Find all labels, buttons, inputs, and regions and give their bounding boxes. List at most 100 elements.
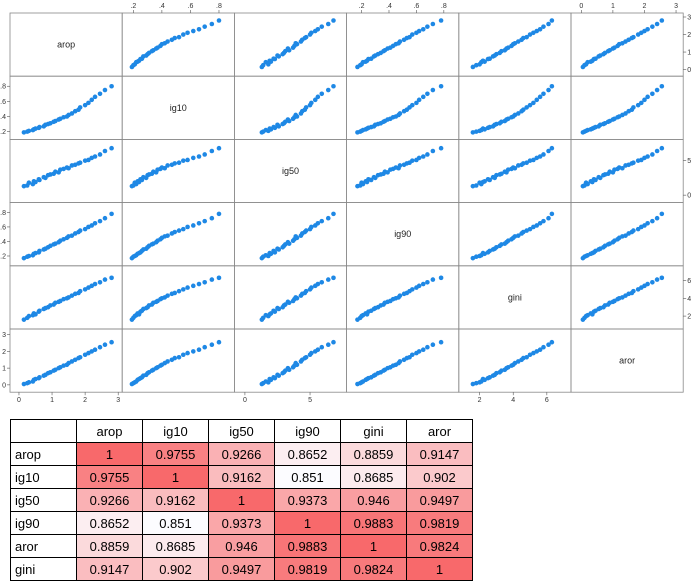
corr-cell: 0.8859 xyxy=(76,534,143,558)
panel xyxy=(570,12,684,77)
point xyxy=(309,100,314,106)
point xyxy=(425,24,430,29)
point xyxy=(275,305,280,311)
point xyxy=(409,32,415,37)
corr-cell: 0.8685 xyxy=(142,534,209,558)
point xyxy=(102,148,108,154)
point xyxy=(659,275,665,281)
point xyxy=(26,313,32,319)
point xyxy=(185,350,190,356)
point xyxy=(546,21,551,27)
y-tick-label: 1 xyxy=(2,366,6,373)
point xyxy=(331,83,336,89)
point xyxy=(397,39,403,44)
corr-cell: 1 xyxy=(208,488,275,512)
point xyxy=(409,352,415,358)
point xyxy=(541,91,546,97)
point xyxy=(416,155,422,161)
variable-label: arop xyxy=(57,40,75,50)
point xyxy=(165,163,170,168)
y-tick-label: 6 xyxy=(687,278,691,285)
point xyxy=(420,347,426,353)
point xyxy=(515,111,521,116)
corr-cell: 0.9755 xyxy=(76,465,143,489)
point xyxy=(319,24,325,29)
point xyxy=(397,293,403,298)
x-tick-label: 1 xyxy=(50,397,54,404)
point xyxy=(425,344,430,350)
corr-cell: 0.9147 xyxy=(76,557,143,581)
point xyxy=(172,290,178,296)
point xyxy=(480,58,486,64)
y-tick-label: 0 xyxy=(2,382,6,389)
point xyxy=(631,105,636,110)
point xyxy=(487,56,492,62)
point xyxy=(202,218,208,224)
point xyxy=(593,177,598,183)
point xyxy=(650,279,655,285)
point xyxy=(409,102,415,108)
corr-cell: 0.902 xyxy=(142,557,209,581)
point xyxy=(196,281,202,287)
point xyxy=(420,154,426,159)
point xyxy=(645,281,650,287)
point xyxy=(430,21,436,27)
point xyxy=(82,226,88,232)
point xyxy=(176,354,182,360)
point xyxy=(180,32,186,37)
corr-cell: 0.9147 xyxy=(406,442,473,466)
corr-cell: 0.9819 xyxy=(274,557,341,581)
point xyxy=(639,100,644,106)
point xyxy=(531,100,536,106)
point xyxy=(546,87,551,93)
point xyxy=(409,158,415,163)
point xyxy=(631,288,636,294)
point xyxy=(319,91,325,97)
point xyxy=(165,359,170,364)
column-header: aror xyxy=(406,419,473,443)
point xyxy=(524,354,529,360)
point xyxy=(37,375,42,380)
point xyxy=(260,62,266,68)
point xyxy=(331,211,336,217)
point xyxy=(66,165,71,171)
point xyxy=(26,180,32,186)
point xyxy=(102,215,108,221)
corr-cell: 1 xyxy=(274,511,341,535)
correlation-table: arop ig10 ig50 ig90 gini aror arop 1 0.9755 0.926… xyxy=(10,419,473,581)
point xyxy=(176,288,182,294)
corr-cell: 0.9162 xyxy=(208,465,275,489)
y-tick-label: 2 xyxy=(687,32,691,39)
point xyxy=(438,18,444,23)
point xyxy=(102,277,108,282)
point xyxy=(416,283,422,289)
corr-cell: 0.9373 xyxy=(274,488,341,512)
point xyxy=(293,295,299,300)
x-tick-label: .4 xyxy=(159,3,165,10)
point xyxy=(645,26,650,32)
point xyxy=(524,160,529,166)
variable-label: ig90 xyxy=(394,229,411,239)
point xyxy=(97,279,103,285)
point xyxy=(190,283,196,289)
corr-cell: 0.9266 xyxy=(76,488,143,512)
point xyxy=(585,181,590,187)
point xyxy=(196,26,202,32)
corr-cell: 0.946 xyxy=(340,488,407,512)
x-tick-label: .6 xyxy=(413,3,419,10)
corr-cell: 1 xyxy=(406,557,473,581)
point xyxy=(487,177,492,183)
point xyxy=(397,359,403,364)
point xyxy=(263,59,269,65)
corr-cell: 1 xyxy=(76,442,143,466)
point xyxy=(172,229,178,235)
y-tick-label: 3 xyxy=(2,332,6,339)
point xyxy=(89,223,95,228)
variable-label: gini xyxy=(508,292,522,302)
point xyxy=(180,226,186,232)
point xyxy=(196,221,202,226)
y-tick-label: 1 xyxy=(687,50,691,57)
corner-cell xyxy=(10,419,77,443)
point xyxy=(650,218,655,224)
